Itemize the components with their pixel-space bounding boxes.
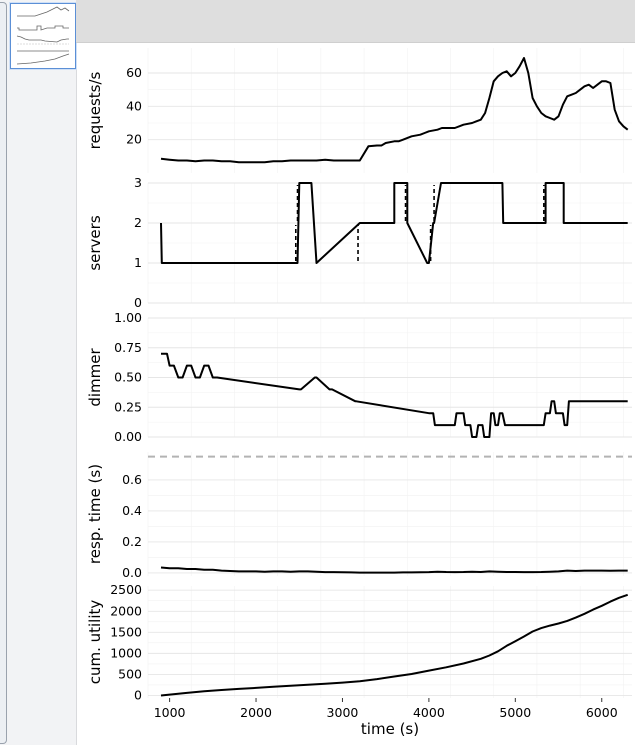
- series-line: [160, 593, 629, 697]
- y-tick-label: 20: [126, 132, 142, 147]
- y-axis-label: resp. time (s): [86, 464, 104, 564]
- y-tick-label: 500: [118, 666, 142, 681]
- thumbnail-sidebar: [0, 0, 77, 745]
- viewer-toolbar: [76, 0, 635, 43]
- series-line: [160, 182, 628, 264]
- y-tick-label: 1.00: [114, 310, 142, 325]
- y-tick-label: 0.75: [114, 340, 142, 355]
- thumbnail-preview: [11, 4, 75, 68]
- y-tick-label: 0.50: [114, 370, 142, 385]
- panel-1: 0 1 2 3 servers: [86, 175, 632, 310]
- y-tick-label: 0: [134, 295, 142, 310]
- x-tick-label: 3000: [327, 705, 359, 720]
- y-tick-label: 1500: [110, 624, 142, 639]
- x-tick-label: 4000: [413, 705, 445, 720]
- y-axis-label: servers: [86, 215, 104, 270]
- y-axis-label: dimmer: [86, 348, 104, 407]
- x-tick-label: 6000: [586, 705, 618, 720]
- x-axis-label: time (s): [361, 720, 419, 738]
- y-tick-label: 40: [126, 98, 142, 113]
- y-tick-label: 2500: [110, 582, 142, 597]
- y-tick-label: 3: [134, 175, 142, 190]
- x-tick-label: 1000: [154, 705, 186, 720]
- panel-4: 0 500 1000 1500 2000 2500 cum. utility: [86, 582, 632, 702]
- y-tick-label: 0: [134, 687, 142, 702]
- y-axis-label: cum. utility: [86, 600, 104, 685]
- y-tick-label: 0.25: [114, 399, 142, 414]
- page-thumbnail[interactable]: [10, 3, 76, 69]
- series-line: [160, 57, 629, 164]
- panel-2: 0.00 0.25 0.50 0.75 1.00 dimmer: [86, 310, 632, 444]
- y-tick-label: 0.00: [114, 429, 142, 444]
- y-tick-label: 60: [126, 65, 142, 80]
- chart-area: 204060requests/s0123servers0.000.250.500…: [86, 48, 632, 738]
- x-tick-label: 2000: [240, 705, 272, 720]
- y-tick-label: 0.6: [122, 472, 142, 487]
- y-tick-label: 0.2: [122, 534, 142, 549]
- y-axis-label: requests/s: [86, 71, 104, 149]
- y-tick-label: 0.4: [122, 503, 142, 518]
- y-tick-label: 2: [134, 215, 142, 230]
- y-tick-label: 1000: [110, 645, 142, 660]
- panel-0: 20 40 60 requests/s: [86, 48, 632, 173]
- x-tick-label: 5000: [499, 705, 531, 720]
- series-line: [161, 352, 628, 438]
- y-tick-label: 1: [134, 255, 142, 270]
- panel-3: 0.0 0.2 0.4 0.6 resp. time (s): [86, 452, 632, 580]
- y-tick-label: 0.0: [122, 565, 142, 580]
- series-line: [160, 566, 628, 574]
- sidebar-edge-handle[interactable]: [0, 2, 7, 744]
- y-tick-label: 2000: [110, 603, 142, 618]
